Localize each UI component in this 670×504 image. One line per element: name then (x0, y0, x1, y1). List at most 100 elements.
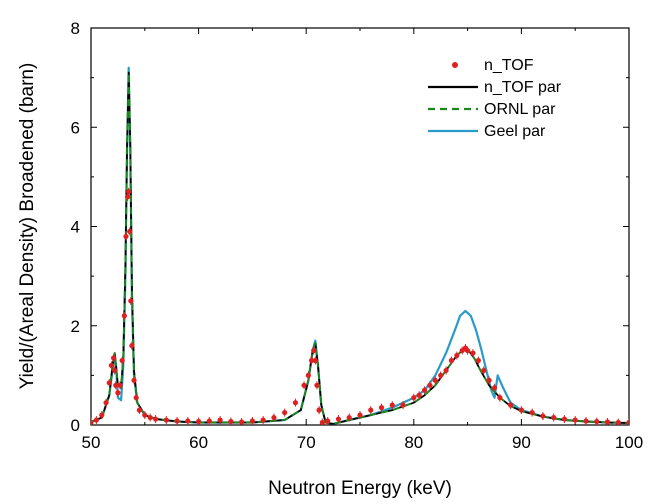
data-point (292, 400, 299, 406)
data-point (305, 372, 311, 378)
data-point (357, 412, 363, 418)
data-point (185, 418, 191, 424)
y-tick-label: 0 (71, 416, 80, 435)
series-line-ornl-par (91, 71, 629, 425)
data-point (133, 395, 139, 401)
data-point (91, 419, 94, 425)
data-point (308, 357, 315, 364)
data-point (389, 402, 395, 408)
data-point (325, 418, 331, 424)
legend-label: ORNL par (484, 101, 556, 118)
data-point (119, 357, 125, 364)
data-point (124, 194, 131, 200)
data-point (301, 382, 307, 388)
data-point (583, 418, 589, 424)
data-point (271, 414, 277, 421)
x-tick-label: 80 (404, 433, 423, 452)
tick-labels: 50 60 70 80 90 100 0 2 4 6 8 (71, 19, 644, 452)
legend-item-ornl-par: ORNL par (428, 101, 556, 118)
legend-item-n-tof: n_TOF (452, 57, 534, 74)
data-point (99, 412, 105, 418)
data-point (147, 414, 153, 421)
plot-frame (90, 27, 630, 426)
legend-label: n_TOF par (484, 79, 562, 96)
data-point (108, 362, 115, 369)
data-point (117, 382, 123, 388)
data-point (282, 409, 288, 416)
data-point (312, 357, 318, 364)
data-point (316, 407, 322, 413)
data-point (508, 402, 514, 408)
data-point (126, 189, 132, 195)
data-point (103, 400, 109, 406)
data-point (416, 392, 422, 398)
legend-label: Geel par (484, 123, 546, 140)
legend-label: n_TOF (484, 57, 534, 74)
series-n-tof (91, 187, 629, 425)
legend: n_TOF n_TOF par ORNL par Geel par (428, 57, 562, 140)
data-point (127, 228, 133, 235)
y-axis-title: Yield/(Areal Density) Broadened (barn) (17, 63, 38, 390)
data-point (217, 417, 223, 423)
data-point (319, 419, 325, 425)
x-axis-title: Neutron Energy (keV) (268, 478, 452, 499)
data-point (604, 419, 611, 425)
data-point (626, 419, 629, 425)
data-point (443, 367, 449, 374)
data-point (481, 367, 487, 374)
data-point (121, 313, 127, 319)
data-point (470, 350, 476, 356)
data-point (454, 352, 460, 359)
data-point (260, 417, 266, 423)
data-point (93, 417, 99, 423)
data-point (228, 418, 234, 425)
data-point (136, 407, 143, 413)
data-point (540, 413, 546, 419)
data-point (346, 414, 352, 421)
data-point (368, 407, 374, 413)
data-point (486, 377, 492, 383)
data-point (432, 377, 438, 383)
legend-item-geel-par: Geel par (428, 123, 546, 140)
data-point (411, 395, 417, 401)
data-point (123, 233, 129, 240)
data-point (113, 382, 119, 388)
data-point (314, 382, 320, 388)
legend-item-n-tof-par: n_TOF par (428, 79, 562, 96)
data-point (163, 417, 169, 423)
y-tick-label: 2 (71, 317, 80, 336)
data-point (572, 417, 578, 423)
data-point (475, 357, 481, 364)
data-point (491, 385, 498, 391)
data-point (142, 412, 148, 418)
legend-marker (452, 62, 458, 68)
x-tick-label: 60 (189, 433, 208, 452)
data-point (427, 382, 433, 388)
y-tick-label: 6 (71, 118, 80, 137)
data-point (196, 418, 202, 425)
x-tick-label: 50 (82, 433, 101, 452)
data-point (378, 405, 385, 411)
data-point (400, 402, 406, 408)
data-point (529, 409, 535, 416)
data-point (465, 347, 471, 354)
data-point (174, 418, 180, 424)
data-point (551, 414, 557, 421)
data-point (561, 416, 568, 422)
data-point (421, 387, 428, 393)
data-point (131, 377, 137, 383)
data-point (335, 416, 342, 422)
data-point (311, 347, 317, 354)
data-point (518, 407, 525, 413)
data-point (128, 298, 134, 304)
x-tick-label: 100 (615, 433, 643, 452)
data-point (112, 367, 118, 374)
data-point (594, 418, 600, 425)
data-point (115, 390, 121, 396)
data-point (239, 419, 245, 425)
y-tick-label: 4 (71, 218, 80, 237)
y-tick-label: 8 (71, 19, 80, 38)
series-layer (91, 66, 629, 425)
data-point (448, 357, 455, 364)
